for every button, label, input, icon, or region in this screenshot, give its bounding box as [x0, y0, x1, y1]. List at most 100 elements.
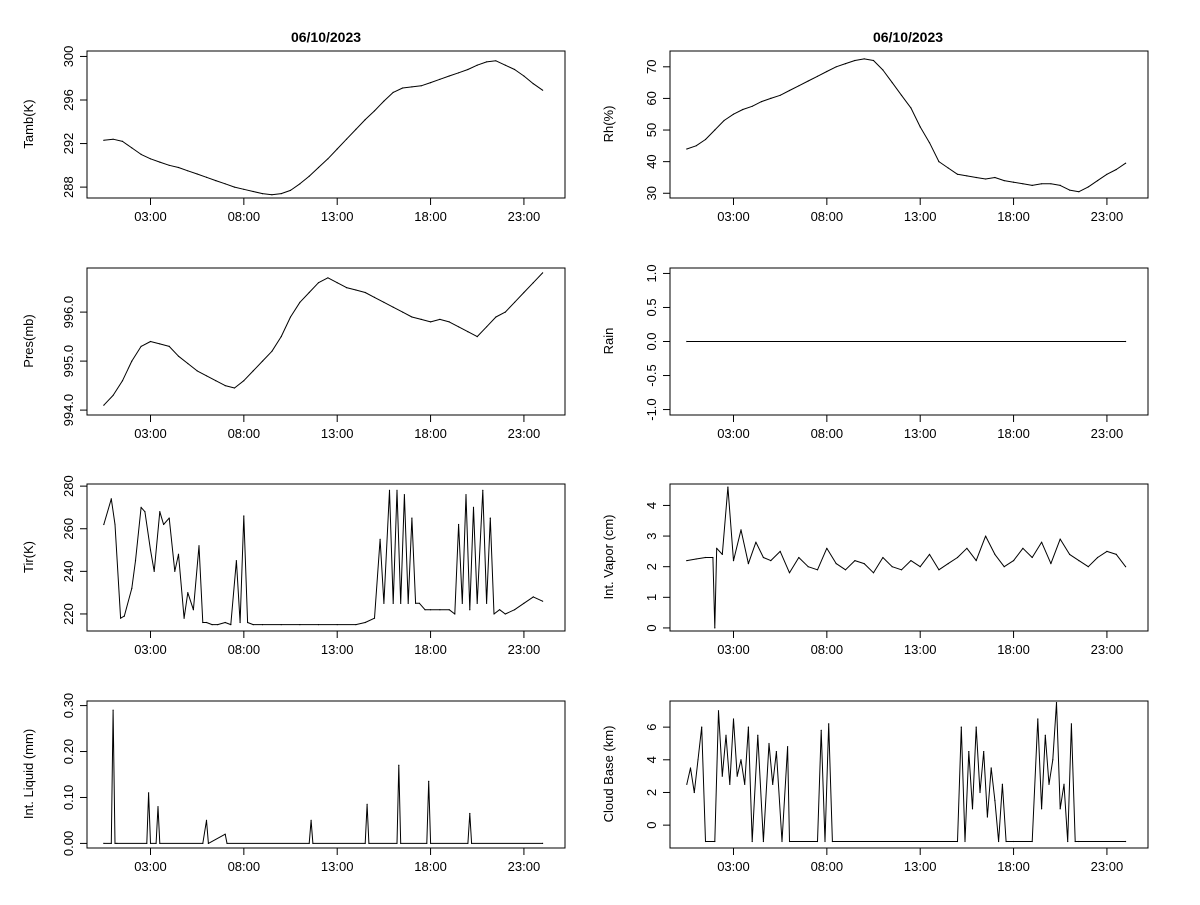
data-point: [373, 617, 376, 619]
data-point: [820, 729, 822, 732]
data-point: [116, 842, 118, 845]
data-point: [239, 621, 241, 624]
y-tick-label: 2: [644, 563, 659, 570]
data-point: [919, 566, 921, 568]
x-tick-label: 18:00: [414, 642, 447, 657]
data-point: [1050, 183, 1052, 185]
data-point: [956, 840, 959, 843]
data-point: [159, 511, 161, 513]
data-point: [396, 489, 398, 491]
data-point: [704, 556, 707, 559]
data-point: [1031, 840, 1033, 843]
data-point: [1005, 840, 1007, 843]
data-point: [177, 355, 180, 357]
data-point: [747, 563, 750, 565]
data-point: [1037, 718, 1039, 720]
y-tick-label: 296: [61, 89, 76, 111]
data-point: [736, 775, 738, 777]
data-point: [689, 767, 692, 769]
data-point: [472, 506, 475, 508]
data-point: [448, 75, 450, 77]
data-point: [168, 164, 170, 166]
y-axis-label-tir: Tir(K): [21, 541, 36, 573]
data-point: [476, 602, 478, 604]
data-point: [523, 602, 525, 604]
data-point: [187, 592, 189, 594]
y-tick-label: 288: [61, 176, 76, 198]
data-point: [103, 404, 105, 406]
data-point: [224, 621, 226, 624]
data-point: [816, 75, 819, 77]
data-point: [243, 515, 245, 517]
data-point: [788, 89, 791, 92]
data-point: [458, 72, 460, 74]
data-point: [114, 842, 116, 845]
data-point: [163, 523, 165, 526]
data-point: [392, 91, 394, 93]
x-tick-label: 18:00: [414, 209, 447, 224]
data-point: [261, 624, 264, 626]
data-point: [140, 153, 142, 155]
data-point: [986, 816, 989, 818]
data-point: [1059, 808, 1061, 810]
data-point: [979, 791, 981, 794]
data-point: [747, 726, 750, 728]
data-point: [1059, 538, 1061, 540]
y-tick-label: 995.0: [61, 345, 76, 378]
data-point: [493, 613, 495, 615]
data-point: [467, 68, 469, 71]
data-point: [424, 609, 426, 611]
data-point: [695, 145, 697, 147]
data-point: [159, 161, 161, 163]
data-point: [103, 523, 105, 526]
plot-frame: [86, 483, 566, 632]
x-tick-label: 13:00: [904, 209, 937, 224]
data-point: [732, 560, 735, 562]
data-point: [831, 840, 834, 843]
x-tick-label: 23:00: [508, 209, 541, 224]
data-point: [364, 842, 366, 845]
data-point: [177, 166, 180, 169]
data-point: [779, 550, 781, 553]
y-tick-label: 1: [644, 594, 659, 601]
data-point: [770, 560, 772, 562]
data-point: [224, 385, 226, 387]
data-point: [910, 560, 912, 562]
data-point: [938, 569, 940, 571]
data-point: [392, 602, 394, 604]
series-line-tir: [103, 489, 543, 626]
chart-panel-vapor: Int. Vapor (cm) 03:00 08:00 13:00 18:00 23:0…: [601, 483, 1149, 657]
data-point: [400, 602, 402, 604]
plot-frame: [86, 267, 566, 416]
data-point: [532, 83, 534, 85]
data-point: [207, 842, 209, 845]
x-tick-label: 03:00: [717, 859, 750, 874]
data-point: [146, 842, 148, 845]
data-point: [448, 321, 450, 323]
data-point: [398, 764, 400, 766]
y-tick-label: 4: [644, 756, 659, 763]
data-point: [1022, 183, 1024, 185]
y-tick-label: 0.30: [61, 693, 76, 718]
data-point: [1125, 566, 1127, 568]
data-point: [252, 624, 254, 626]
y-tick-label: 0.00: [61, 831, 76, 856]
data-point: [411, 86, 413, 88]
data-point: [787, 746, 789, 748]
x-tick-label: 18:00: [414, 859, 447, 874]
data-point: [430, 321, 432, 323]
plot-frame: [86, 50, 566, 199]
chart-panel-rh: 06/10/2023 Rh(%) 03:00 08:00 13:00 18:00 23:…: [601, 29, 1149, 224]
data-point: [1125, 340, 1127, 343]
data-point: [732, 113, 735, 115]
data-point: [373, 296, 376, 298]
data-point: [355, 128, 357, 130]
data-point: [411, 316, 413, 318]
x-tick-label: 08:00: [228, 859, 261, 874]
data-point: [308, 175, 310, 177]
data-point: [1055, 702, 1058, 704]
data-point: [727, 486, 729, 488]
y-tick-label: 6: [644, 724, 659, 731]
data-point: [919, 126, 921, 128]
